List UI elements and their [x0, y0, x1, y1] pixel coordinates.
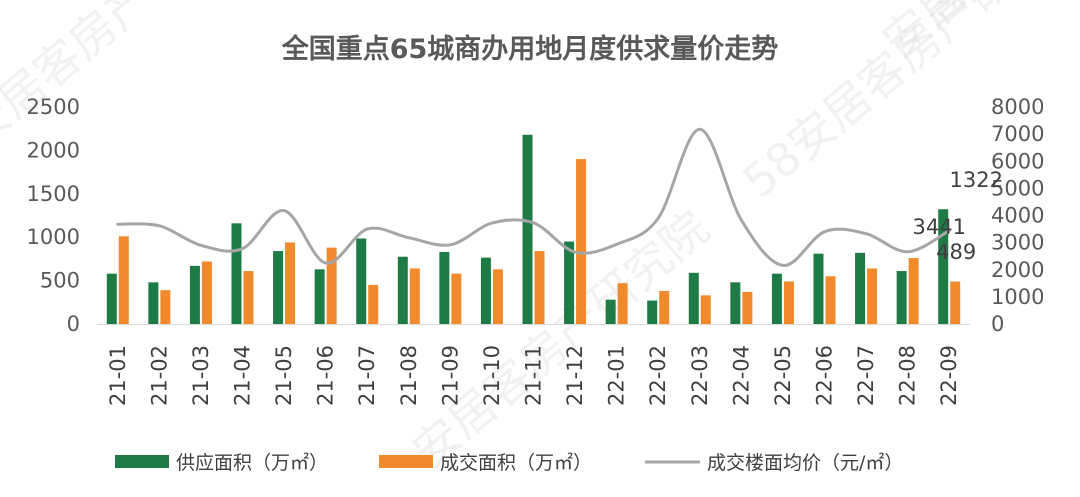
category-label: 21-06 — [314, 345, 338, 406]
supply-data-label: 1322 — [949, 168, 1002, 192]
category-label: 21-07 — [355, 345, 379, 406]
transaction-area-bar — [118, 236, 129, 324]
left-axis-tick-label: 1000 — [27, 225, 80, 249]
transaction-area-bar — [783, 281, 794, 324]
supply-area-bar — [314, 269, 325, 324]
right-axis-tick-label: 2000 — [991, 258, 1044, 282]
supply-area-bar — [896, 271, 907, 324]
transaction-area-bar — [825, 276, 836, 324]
category-label: 21-02 — [147, 345, 171, 406]
supply-area-bar — [106, 273, 117, 324]
supply-area-bar — [439, 251, 450, 324]
transaction-area-bar — [326, 247, 337, 324]
transaction-area-bar — [451, 273, 462, 324]
supply-area-bar — [273, 251, 284, 324]
left-axis-tick-label: 2500 — [27, 95, 80, 119]
supply-area-bar — [813, 253, 824, 324]
supply-area-bar — [771, 273, 782, 324]
legend-label-price: 成交楼面均价（元/㎡） — [707, 451, 903, 474]
category-label: 21-10 — [480, 345, 504, 406]
category-label: 22-06 — [813, 345, 837, 406]
watermark-text: 安居客房产研究院 — [872, 0, 1080, 68]
category-label: 21-05 — [272, 345, 296, 406]
supply-area-bar — [522, 134, 533, 324]
transaction-area-bar — [409, 268, 420, 324]
supply-area-bar — [855, 252, 866, 324]
supply-area-bar — [397, 256, 408, 324]
transaction-data-label: 489 — [936, 240, 976, 264]
transaction-area-bar — [659, 291, 670, 324]
right-axis-tick-label: 8000 — [991, 95, 1044, 119]
category-label: 21-04 — [231, 345, 255, 406]
category-label: 22-03 — [688, 345, 712, 406]
legend-label-supply: 供应面积（万㎡） — [176, 451, 328, 474]
right-axis-ticks: 0 1000 2000 3000 4000 5000 6000 7000 8000 — [991, 95, 1044, 336]
supply-area-bar — [938, 209, 949, 324]
chart-title: 全国重点65城商办用地月度供求量价走势 — [281, 33, 779, 65]
transaction-area-bar — [867, 268, 878, 324]
transaction-area-bar — [908, 258, 919, 324]
supply-area-bar — [647, 300, 658, 324]
transaction-area-bar — [742, 291, 753, 324]
category-label: 21-12 — [563, 345, 587, 406]
transaction-area-bar — [285, 242, 296, 324]
legend: 供应面积（万㎡） 成交面积（万㎡） 成交楼面均价（元/㎡） — [115, 451, 903, 474]
transaction-area-bar — [368, 284, 379, 324]
category-label: 22-02 — [646, 345, 670, 406]
category-label: 22-09 — [937, 345, 961, 406]
supply-area-bar — [688, 272, 699, 324]
category-label: 22-04 — [729, 345, 753, 406]
left-axis-tick-label: 1500 — [27, 182, 80, 206]
right-axis-tick-label: 3000 — [991, 231, 1044, 255]
line-layer — [116, 127, 951, 267]
category-label: 22-07 — [854, 345, 878, 406]
left-axis-tick-label: 2000 — [27, 138, 80, 162]
left-axis-ticks: 0 500 1000 1500 2000 2500 — [27, 95, 80, 336]
supply-area-bar — [356, 238, 367, 324]
transaction-area-bar — [700, 295, 711, 324]
transaction-area-bar — [617, 283, 628, 324]
right-axis-tick-label: 7000 — [991, 122, 1044, 146]
transaction-area-bar — [950, 281, 961, 324]
category-labels: 21-01 21-02 21-03 21-04 21-05 21-06 21-07 21-08… — [106, 345, 961, 406]
left-axis-tick-label: 0 — [67, 312, 80, 336]
average-price-line — [116, 127, 951, 267]
transaction-area-bar — [160, 290, 171, 324]
legend-swatch-supply — [115, 455, 169, 468]
category-label: 21-11 — [522, 345, 546, 406]
transaction-area-bar — [576, 159, 587, 324]
category-label: 22-08 — [896, 345, 920, 406]
left-axis-tick-label: 500 — [40, 269, 80, 293]
right-axis-tick-label: 5000 — [991, 176, 1044, 200]
supply-area-bar — [231, 223, 242, 324]
category-label: 21-09 — [438, 345, 462, 406]
supply-area-bar — [730, 282, 741, 324]
legend-swatch-transaction — [379, 455, 433, 468]
category-label: 21-03 — [189, 345, 213, 406]
supply-area-bar — [189, 265, 200, 324]
supply-area-bar — [605, 299, 616, 324]
transaction-area-bar — [243, 271, 254, 324]
right-axis-tick-label: 1000 — [991, 285, 1044, 309]
category-label: 21-08 — [397, 345, 421, 406]
right-axis-tick-label: 0 — [991, 312, 1004, 336]
supply-area-bar — [564, 241, 575, 324]
transaction-area-bar — [201, 261, 212, 324]
watermark-text: 安居客房产研究院 — [0, 0, 269, 158]
category-label: 22-05 — [771, 345, 795, 406]
bars-layer — [106, 134, 961, 324]
right-axis-tick-label: 6000 — [991, 149, 1044, 173]
category-label: 21-01 — [106, 345, 130, 406]
price-data-label: 3441 — [912, 215, 965, 239]
transaction-area-bar — [492, 269, 503, 324]
supply-area-bar — [148, 282, 159, 324]
category-label: 22-01 — [605, 345, 629, 406]
legend-label-transaction: 成交面积（万㎡） — [440, 451, 592, 474]
supply-area-bar — [480, 257, 491, 324]
transaction-area-bar — [534, 251, 545, 324]
right-axis-tick-label: 4000 — [991, 204, 1044, 228]
